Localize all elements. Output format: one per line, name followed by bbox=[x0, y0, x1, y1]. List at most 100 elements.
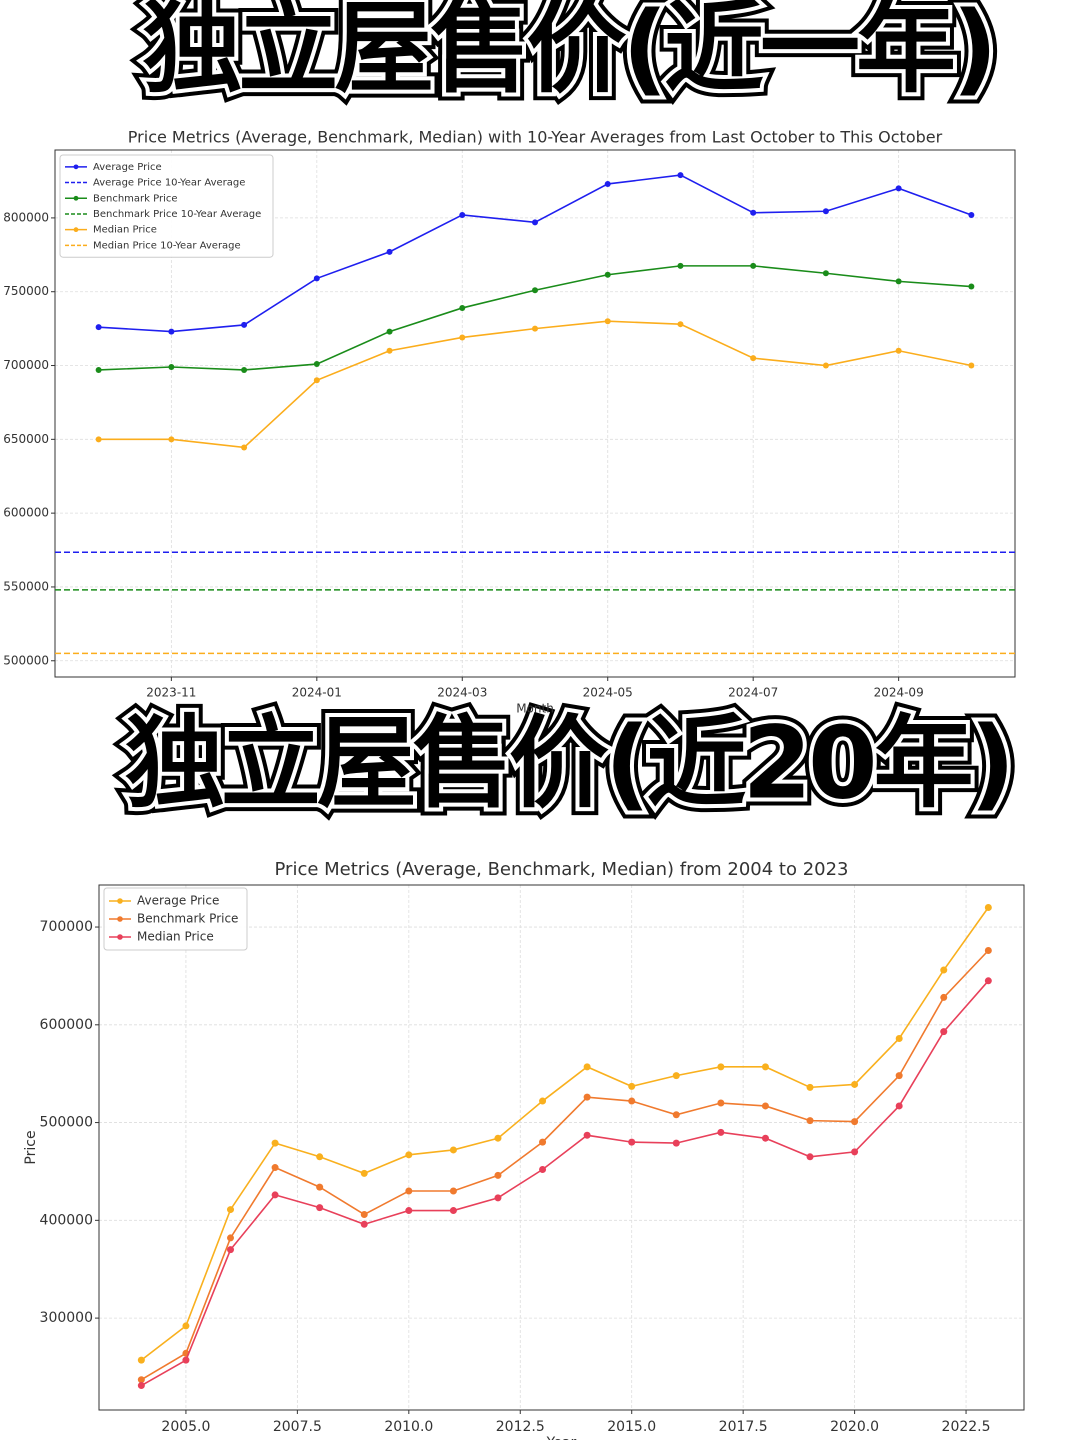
legend-label: Median Price bbox=[93, 225, 157, 236]
data-point bbox=[761, 1063, 769, 1071]
x-tick-label: 2012.5 bbox=[496, 1419, 545, 1435]
y-tick-label: 400000 bbox=[40, 1212, 93, 1228]
data-point bbox=[895, 347, 902, 354]
legend-label: Median Price 10-Year Average bbox=[93, 240, 241, 251]
data-point bbox=[761, 1134, 769, 1142]
legend-marker bbox=[73, 164, 79, 170]
data-point bbox=[628, 1097, 636, 1105]
data-point bbox=[360, 1220, 368, 1228]
data-point bbox=[95, 324, 102, 331]
legend-label: Benchmark Price bbox=[137, 912, 238, 926]
y-tick-label: 650000 bbox=[3, 432, 49, 446]
series-line bbox=[98, 265, 972, 371]
data-point bbox=[822, 362, 829, 369]
legend-label: Average Price bbox=[137, 894, 219, 908]
data-point bbox=[271, 1164, 279, 1172]
data-point bbox=[316, 1153, 324, 1161]
data-point bbox=[851, 1080, 859, 1088]
data-point bbox=[750, 355, 757, 362]
data-point bbox=[313, 275, 320, 282]
x-tick-label: 2024-07 bbox=[728, 686, 778, 700]
y-tick-label: 500000 bbox=[40, 1115, 93, 1131]
legend-label: Average Price bbox=[93, 162, 162, 173]
legend-box bbox=[59, 154, 274, 258]
y-tick-label: 800000 bbox=[3, 210, 49, 224]
y-tick-label: 550000 bbox=[3, 579, 49, 593]
banner: 独立屋售价(近一年) bbox=[142, 0, 993, 106]
data-point bbox=[360, 1210, 368, 1218]
data-point bbox=[539, 1138, 547, 1146]
data-point bbox=[895, 278, 902, 285]
data-point bbox=[386, 328, 393, 335]
data-point bbox=[182, 1356, 190, 1364]
y-tick-label: 700000 bbox=[3, 358, 49, 372]
data-point bbox=[95, 366, 102, 373]
data-point bbox=[677, 321, 684, 328]
data-point bbox=[271, 1191, 279, 1199]
x-tick-label: 2024-05 bbox=[583, 686, 633, 700]
data-point bbox=[182, 1322, 190, 1330]
data-point bbox=[532, 287, 538, 294]
data-point bbox=[984, 977, 992, 985]
data-point bbox=[628, 1082, 636, 1090]
data-point bbox=[851, 1148, 859, 1156]
x-tick-label: 2010.0 bbox=[384, 1419, 433, 1435]
data-point bbox=[95, 436, 102, 443]
data-point bbox=[227, 1206, 235, 1214]
data-point bbox=[449, 1187, 457, 1195]
data-point bbox=[604, 271, 611, 278]
data-point bbox=[968, 362, 975, 369]
data-point bbox=[459, 304, 466, 311]
banner-outline: 独立屋售价(近一年) bbox=[142, 0, 993, 106]
legend-label: Median Price bbox=[137, 930, 214, 944]
legend-label: Benchmark Price bbox=[93, 193, 178, 204]
legend-label: Average Price 10-Year Average bbox=[93, 178, 245, 189]
data-point bbox=[604, 318, 611, 325]
x-tick-label: 2005.0 bbox=[161, 1419, 210, 1435]
series-line bbox=[140, 907, 989, 1361]
y-tick-label: 750000 bbox=[3, 284, 49, 298]
series-line bbox=[140, 949, 989, 1381]
data-point bbox=[672, 1139, 680, 1147]
series-line bbox=[140, 980, 989, 1387]
data-point bbox=[984, 947, 992, 955]
x-tick-label: 2024-03 bbox=[437, 686, 487, 700]
data-point bbox=[940, 966, 948, 974]
y-tick-label: 600000 bbox=[3, 506, 49, 520]
legend-box bbox=[103, 887, 248, 951]
data-point bbox=[717, 1128, 725, 1136]
x-tick-label: 2017.5 bbox=[719, 1419, 768, 1435]
x-tick-label: 2015.0 bbox=[607, 1419, 656, 1435]
data-point bbox=[822, 208, 829, 215]
data-point bbox=[494, 1171, 502, 1179]
data-point bbox=[137, 1356, 145, 1364]
data-point bbox=[449, 1207, 457, 1215]
data-point bbox=[750, 209, 757, 216]
legend-marker bbox=[117, 916, 123, 922]
y-tick-label: 700000 bbox=[40, 919, 93, 935]
data-point bbox=[895, 1034, 903, 1042]
chart-title: Price Metrics (Average, Benchmark, Media… bbox=[275, 859, 849, 880]
data-point bbox=[227, 1234, 235, 1242]
data-point bbox=[672, 1111, 680, 1119]
y-tick-label: 600000 bbox=[40, 1017, 93, 1033]
plot-frame bbox=[98, 884, 1025, 1411]
data-point bbox=[360, 1169, 368, 1177]
banner-outline: 独立屋售价(近20年) bbox=[125, 704, 1012, 821]
data-point bbox=[761, 1102, 769, 1110]
data-point bbox=[449, 1146, 457, 1154]
data-point bbox=[750, 262, 757, 269]
data-point bbox=[677, 262, 684, 269]
data-point bbox=[386, 248, 393, 255]
x-tick-label: 2022.5 bbox=[942, 1419, 991, 1435]
banner: 独立屋售价(近20年) bbox=[125, 704, 1012, 821]
data-point bbox=[583, 1131, 591, 1139]
data-point bbox=[677, 172, 684, 179]
data-point bbox=[494, 1194, 502, 1202]
legend-marker bbox=[117, 898, 123, 904]
data-point bbox=[940, 993, 948, 1001]
data-point bbox=[241, 321, 248, 328]
data-point bbox=[532, 219, 538, 226]
legend-marker bbox=[73, 227, 79, 233]
y-tick-label: 300000 bbox=[40, 1310, 93, 1326]
